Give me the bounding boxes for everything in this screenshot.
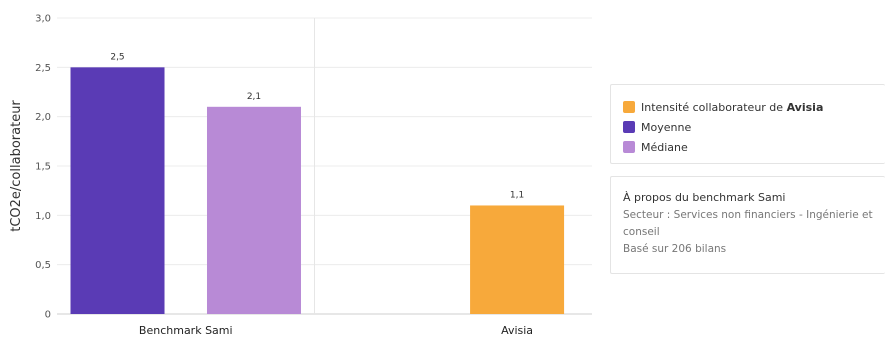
legend-swatch-mediane bbox=[623, 141, 635, 153]
y-tick-label: 2,0 bbox=[35, 112, 51, 123]
y-tick-label: 2,5 bbox=[35, 63, 51, 74]
legend-label-mediane: Médiane bbox=[641, 140, 688, 154]
legend-item-moyenne[interactable]: Moyenne bbox=[623, 117, 885, 137]
about-title: À propos du benchmark Sami bbox=[623, 191, 786, 204]
x-category-label: Benchmark Sami bbox=[139, 324, 233, 337]
about-sector-line-2: conseil bbox=[623, 226, 660, 238]
y-tick-label: 0 bbox=[45, 310, 51, 321]
benchmark-info-box: À propos du benchmark Sami Secteur : Ser… bbox=[610, 176, 885, 274]
bar bbox=[70, 67, 165, 314]
x-category-label: Avisia bbox=[501, 324, 533, 337]
bar bbox=[470, 205, 565, 314]
data-label: 2,1 bbox=[247, 92, 261, 102]
data-label: 2,5 bbox=[110, 52, 124, 62]
bar bbox=[206, 106, 301, 314]
data-label: 1,1 bbox=[510, 190, 524, 200]
y-axis-title: tCO2e/collaborateur bbox=[9, 100, 24, 232]
y-tick-label: 3,0 bbox=[35, 14, 51, 25]
y-tick-label: 1,0 bbox=[35, 211, 51, 222]
chart-legend: Intensité collaborateur de Avisia Moyenn… bbox=[610, 84, 885, 164]
y-tick-label: 1,5 bbox=[35, 162, 51, 173]
y-tick-label: 0,5 bbox=[35, 260, 51, 271]
about-sector-line-1: Secteur : Services non financiers - Ingé… bbox=[623, 209, 873, 221]
legend-item-mediane[interactable]: Médiane bbox=[623, 137, 885, 157]
legend-swatch-avisia bbox=[623, 101, 635, 113]
legend-label-moyenne: Moyenne bbox=[641, 120, 692, 134]
legend-swatch-moyenne bbox=[623, 121, 635, 133]
legend-item-avisia[interactable]: Intensité collaborateur de Avisia bbox=[623, 97, 885, 117]
about-basis: Basé sur 206 bilans bbox=[623, 243, 727, 255]
bar-chart: 0 0,5 1,0 1,5 2,0 2,5 3,0 tCO2e/collaborateur 2,… bbox=[9, 14, 592, 337]
legend-label-avisia: Intensité collaborateur de Avisia bbox=[641, 100, 824, 114]
